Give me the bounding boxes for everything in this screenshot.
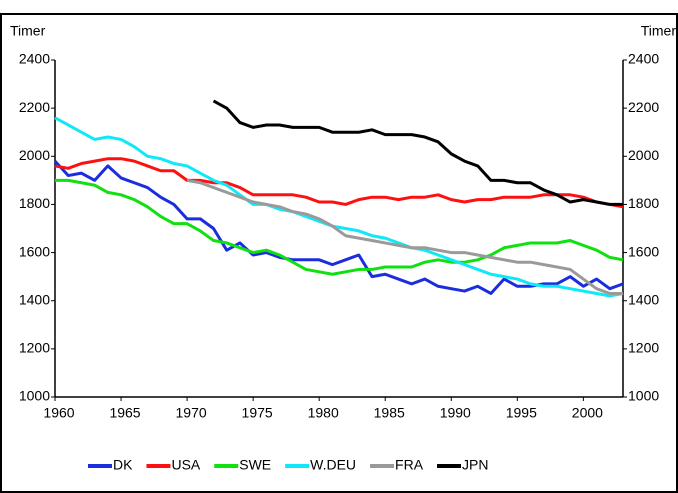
legend-label: FRA [395,457,424,473]
series-line [186,178,623,295]
x-tick-label: 1995 [506,405,537,421]
y-tick-label: 1200 [19,340,50,356]
y-tick-label: 1800 [19,195,50,211]
y2-tick-label: 1200 [628,340,659,356]
x-tick-label: 1960 [43,405,74,421]
x-tick-label: 1990 [440,405,471,421]
series-line [54,116,624,298]
x-tick-label: 1980 [308,405,339,421]
y-tick-label: 2200 [19,99,50,115]
legend-label: JPN [462,457,488,473]
series-line [54,157,624,209]
series-line [55,178,624,276]
x-tick-label: 2000 [572,405,603,421]
legend-label: W.DEU [310,457,356,473]
y2-axis-label: Timer [641,23,677,39]
y2-tick-label: 1800 [628,195,659,211]
y2-tick-label: 1400 [628,291,659,307]
y-tick-label: 2000 [19,147,50,163]
y2-tick-label: 2200 [628,99,659,115]
y-tick-label: 1400 [19,291,50,307]
y-axis-label: Timer [10,23,46,39]
y-tick-label: 1000 [19,388,50,404]
y2-tick-label: 2400 [628,51,659,67]
y2-tick-label: 2000 [628,147,659,163]
series-line [212,99,623,206]
y-tick-label: 1600 [19,243,50,259]
x-tick-label: 1985 [374,405,405,421]
x-tick-label: 1970 [176,405,207,421]
legend-label: DK [113,457,133,473]
series-line [53,160,624,295]
x-tick-label: 1975 [242,405,273,421]
legend-label: USA [171,457,200,473]
x-tick-label: 1965 [109,405,140,421]
chart-frame [0,13,678,493]
y-tick-label: 2400 [19,51,50,67]
y2-tick-label: 1600 [628,243,659,259]
y2-tick-label: 1000 [628,388,659,404]
legend-label: SWE [239,457,271,473]
